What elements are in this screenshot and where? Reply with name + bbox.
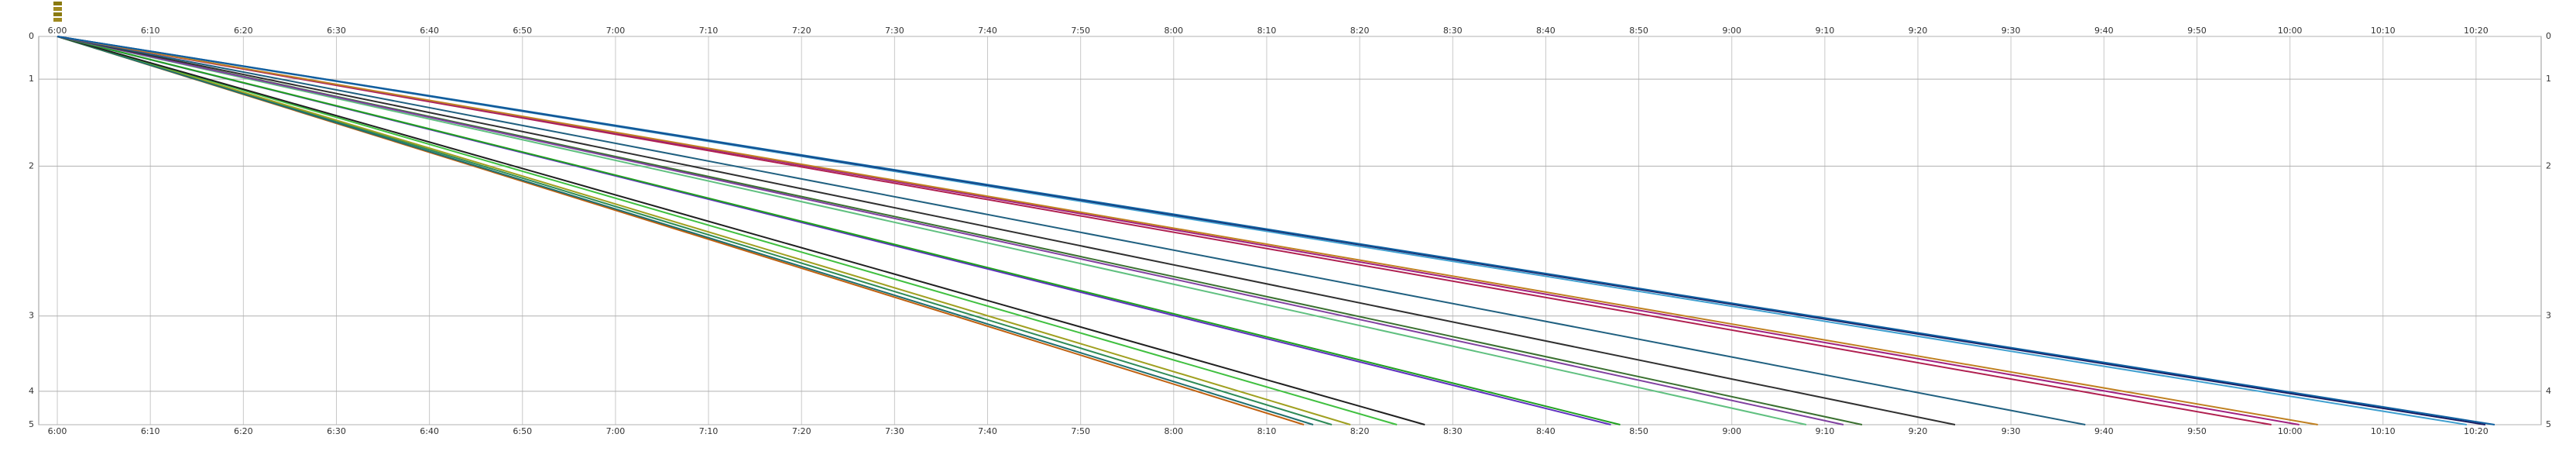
station-label-left: 1	[29, 74, 34, 84]
x-tick-label-bottom: 9:30	[2001, 426, 2021, 436]
station-label-left: 4	[29, 386, 34, 396]
x-tick-label-bottom: 7:40	[978, 426, 997, 436]
x-tick-label-top: 6:20	[234, 26, 253, 36]
x-tick-label-top: 6:10	[141, 26, 160, 36]
train-line	[57, 36, 1425, 425]
x-tick-label-bottom: 8:00	[1164, 426, 1183, 436]
x-tick-label-top: 7:50	[1071, 26, 1090, 36]
x-tick-label-top: 8:30	[1443, 26, 1463, 36]
station-label-left: 5	[29, 419, 34, 429]
x-tick-label-bottom: 9:40	[2094, 426, 2114, 436]
train-line	[57, 36, 1807, 425]
train-line	[57, 36, 1956, 425]
train-line	[57, 36, 1844, 425]
x-tick-label-top: 7:40	[978, 26, 997, 36]
x-tick-label-bottom: 8:20	[1350, 426, 1370, 436]
train-line	[57, 36, 1398, 425]
x-tick-label-top: 8:40	[1536, 26, 1556, 36]
x-tick-label-top: 10:10	[2371, 26, 2396, 36]
x-tick-label-bottom: 8:30	[1443, 426, 1463, 436]
x-tick-label-top: 9:10	[1816, 26, 1835, 36]
train-line	[57, 36, 1314, 425]
x-tick-label-bottom: 6:30	[327, 426, 346, 436]
train-line	[57, 36, 1333, 425]
x-tick-label-bottom: 10:10	[2371, 426, 2396, 436]
x-tick-label-top: 10:00	[2278, 26, 2303, 36]
x-tick-label-bottom: 9:50	[2187, 426, 2207, 436]
x-tick-label-bottom: 6:40	[420, 426, 439, 436]
station-label-right: 4	[2546, 386, 2551, 396]
x-tick-label-bottom: 10:00	[2278, 426, 2303, 436]
x-tick-label-bottom: 6:00	[48, 426, 67, 436]
x-tick-label-top: 8:50	[1629, 26, 1648, 36]
station-label-right: 0	[2546, 31, 2551, 41]
x-tick-label-top: 7:10	[699, 26, 719, 36]
x-tick-label-bottom: 7:20	[792, 426, 811, 436]
station-label-right: 1	[2546, 74, 2551, 84]
train-line	[57, 36, 2318, 425]
start-icon	[53, 2, 62, 22]
x-tick-label-bottom: 7:30	[885, 426, 904, 436]
x-tick-label-top: 8:10	[1257, 26, 1277, 36]
train-line	[57, 36, 1351, 425]
x-tick-label-top: 9:20	[1909, 26, 1928, 36]
train-line	[57, 36, 1621, 425]
x-tick-label-top: 7:30	[885, 26, 904, 36]
x-tick-label-top: 9:00	[1722, 26, 1741, 36]
x-tick-label-bottom: 8:10	[1257, 426, 1277, 436]
x-tick-label-top: 6:50	[513, 26, 532, 36]
x-tick-label-bottom: 6:50	[513, 426, 532, 436]
x-tick-label-bottom: 6:20	[234, 426, 253, 436]
x-tick-label-top: 7:00	[606, 26, 626, 36]
x-tick-label-bottom: 10:20	[2464, 426, 2489, 436]
x-tick-label-bottom: 7:10	[699, 426, 719, 436]
x-tick-label-bottom: 8:50	[1629, 426, 1648, 436]
x-tick-label-bottom: 7:00	[606, 426, 626, 436]
x-tick-label-bottom: 8:40	[1536, 426, 1556, 436]
train-line	[57, 36, 2495, 425]
x-tick-label-top: 7:20	[792, 26, 811, 36]
x-tick-label-top: 6:00	[48, 26, 67, 36]
x-tick-label-bottom: 9:10	[1816, 426, 1835, 436]
x-tick-label-bottom: 7:50	[1071, 426, 1090, 436]
x-tick-label-top: 6:40	[420, 26, 439, 36]
station-label-left: 2	[29, 160, 34, 170]
station-label-right: 3	[2546, 311, 2551, 321]
x-tick-label-top: 8:00	[1164, 26, 1183, 36]
x-tick-label-top: 6:30	[327, 26, 346, 36]
station-label-left: 3	[29, 311, 34, 321]
station-label-right: 2	[2546, 160, 2551, 170]
x-tick-label-bottom: 9:00	[1722, 426, 1741, 436]
station-label-left: 0	[29, 31, 34, 41]
x-tick-label-top: 10:20	[2464, 26, 2489, 36]
train-line	[57, 36, 2272, 425]
x-tick-label-top: 9:30	[2001, 26, 2021, 36]
x-tick-label-bottom: 9:20	[1909, 426, 1928, 436]
station-label-right: 5	[2546, 419, 2551, 429]
x-tick-label-bottom: 6:10	[141, 426, 160, 436]
x-tick-label-top: 9:50	[2187, 26, 2207, 36]
x-tick-label-top: 8:20	[1350, 26, 1370, 36]
train-line	[57, 36, 2086, 425]
x-tick-label-top: 9:40	[2094, 26, 2114, 36]
